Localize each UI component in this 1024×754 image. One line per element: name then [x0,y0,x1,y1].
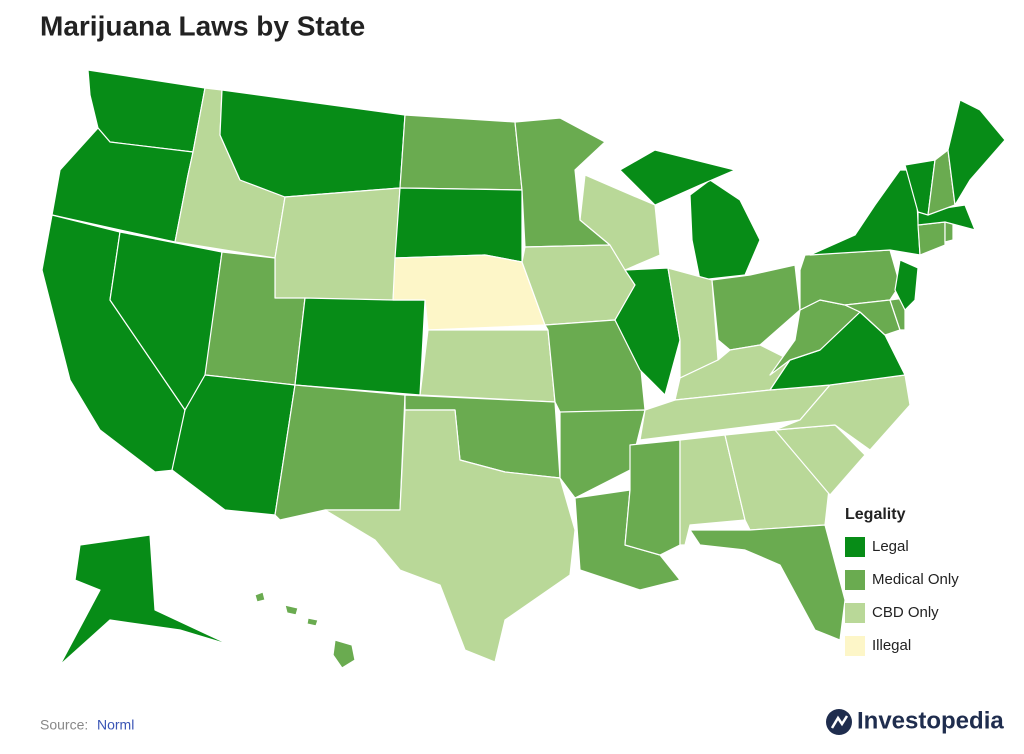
logo-text: Investopedia [857,707,1004,734]
source-name: Norml [97,717,134,733]
state [399,114,523,191]
legend-label: CBD Only [872,604,939,621]
state [689,524,846,641]
state [274,384,406,521]
logo-icon [826,709,852,735]
logo-icon-mark [830,715,849,729]
state [306,617,319,627]
state [559,409,646,499]
legend-label: Legal [872,538,909,555]
state [324,409,576,663]
logo: Investopedia [826,707,1004,735]
source-label: Source: [40,717,88,733]
legend: Legal Medical Only CBD Only Illegal [845,537,959,656]
state [917,221,946,256]
state [254,591,266,603]
state [294,297,426,396]
state [274,187,401,303]
legend-swatch [845,570,865,590]
legend-swatch [845,636,865,656]
legend-label: Medical Only [872,571,959,588]
state [419,329,556,403]
state [689,179,761,281]
state [392,254,546,331]
state [711,264,801,351]
legend-title: Legality [845,506,906,523]
state [332,639,356,669]
state [619,149,736,206]
states [41,69,1006,669]
state [579,174,661,271]
state [394,187,523,263]
map-title: Marijuana Laws by State [40,10,365,41]
state [219,89,406,198]
state [624,439,681,556]
state [947,99,1006,206]
state [284,604,299,616]
legend-swatch [845,537,865,557]
state [894,259,919,311]
state [844,299,901,336]
state [944,221,954,243]
legend-swatch [845,603,865,623]
state [809,169,921,256]
state [59,534,231,666]
legend-label: Illegal [872,637,911,654]
